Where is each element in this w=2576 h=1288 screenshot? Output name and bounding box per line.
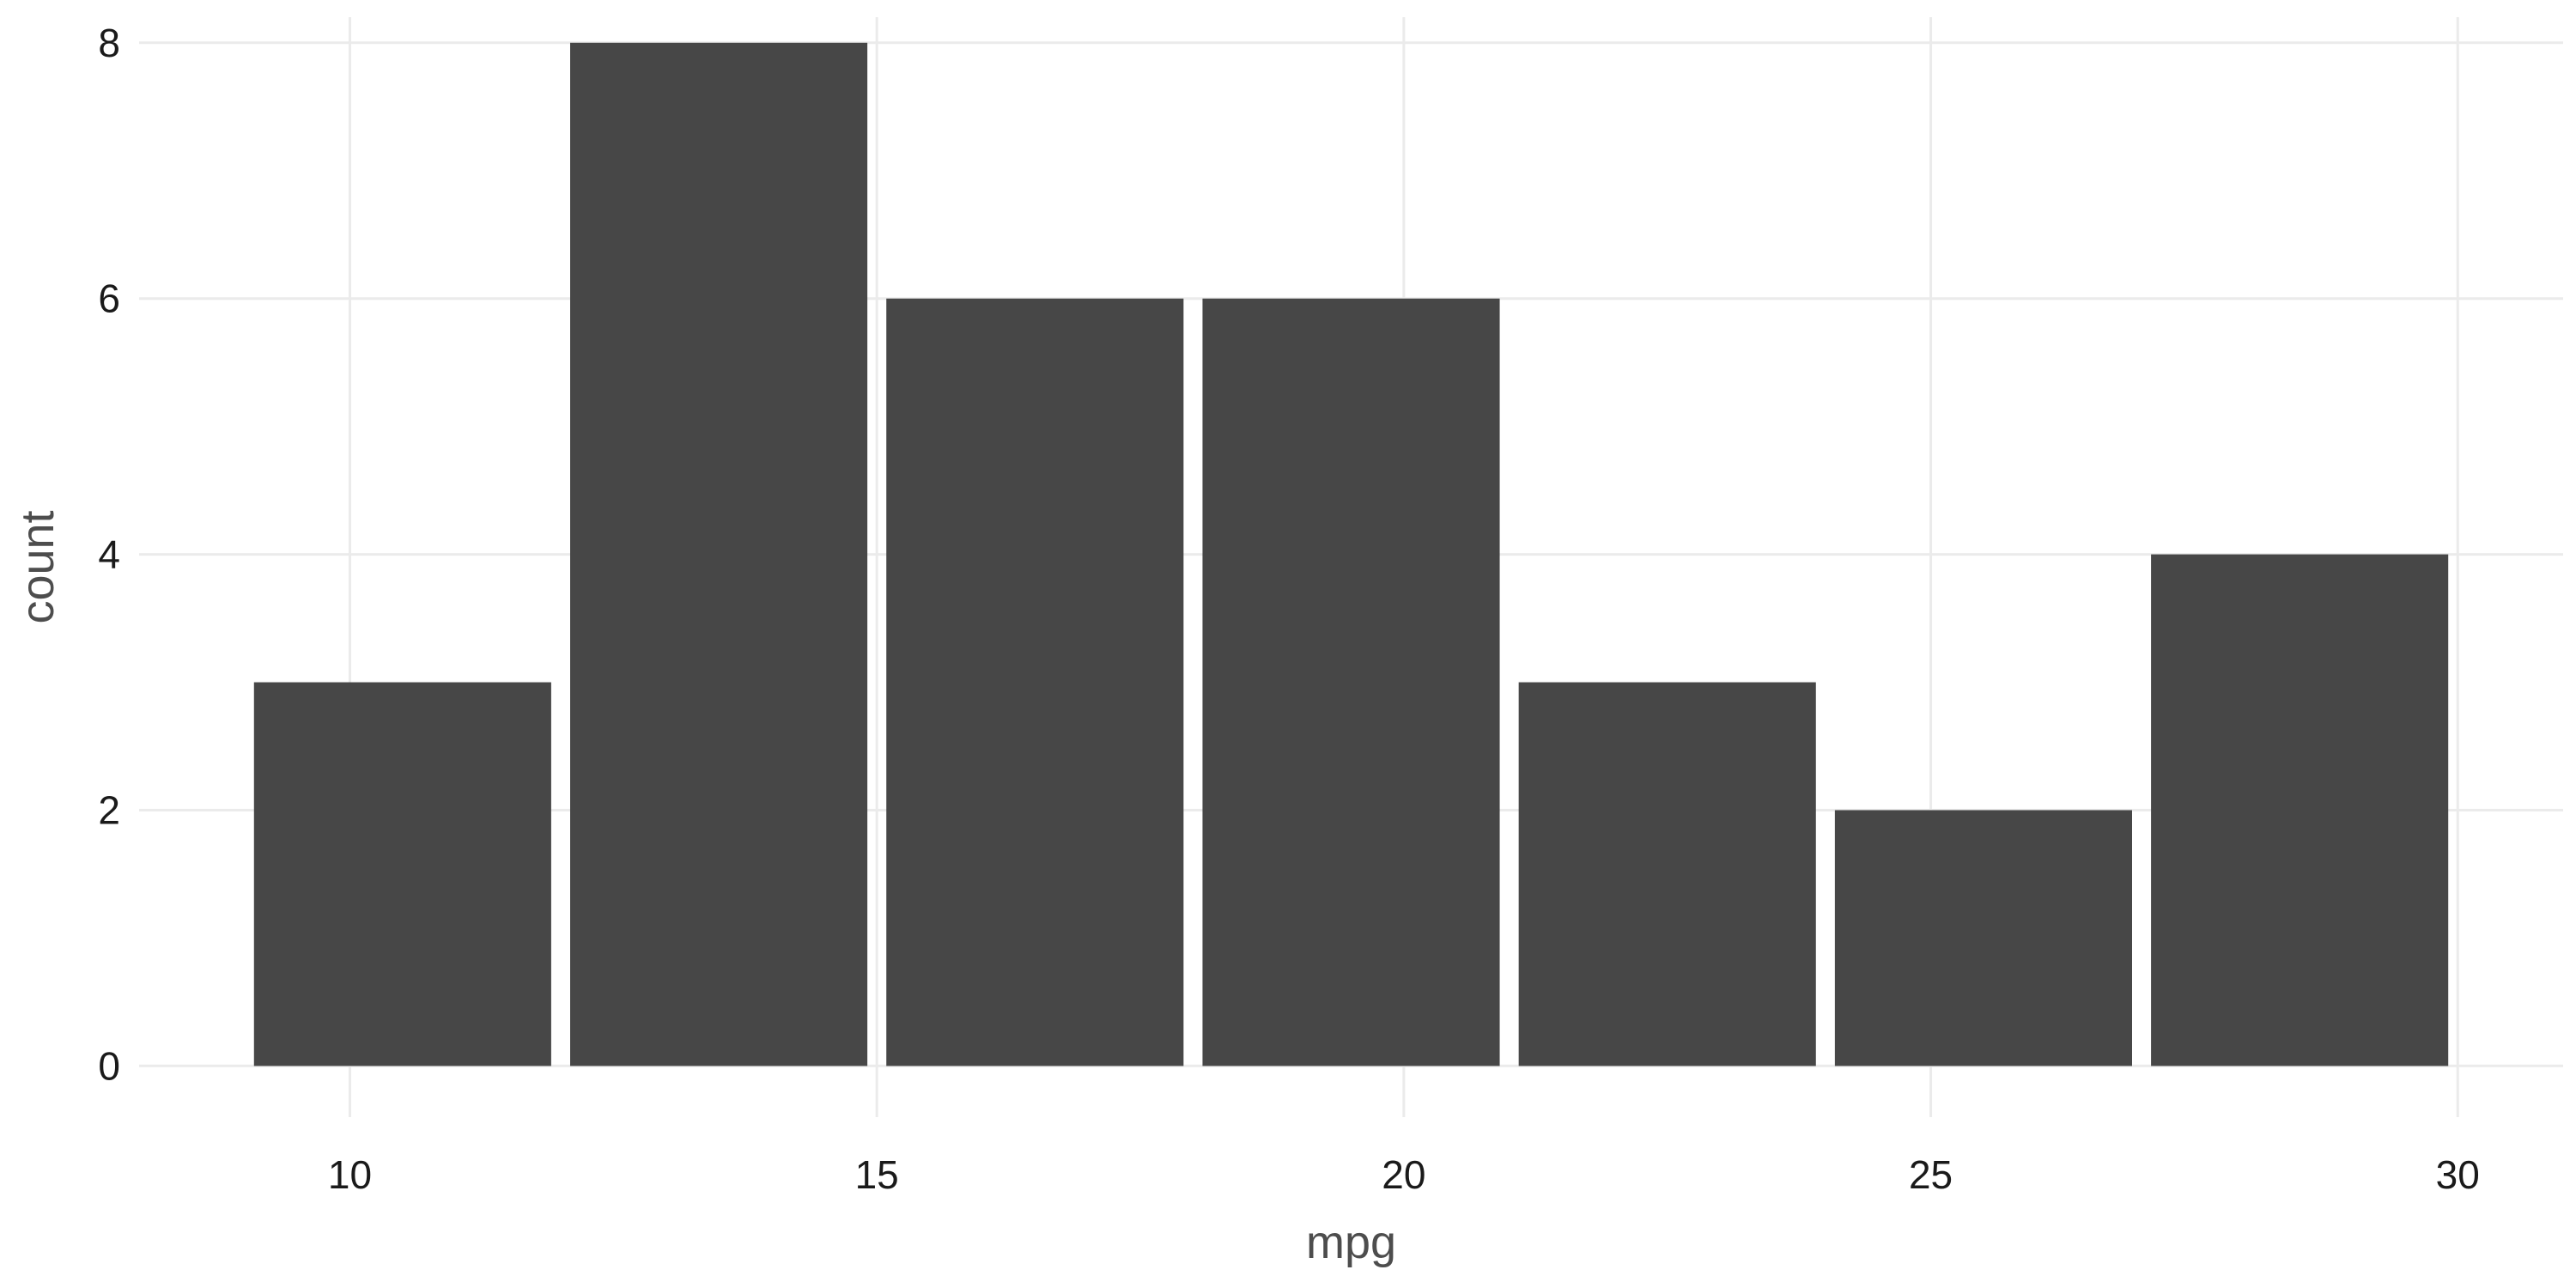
y-tick-label: 4	[98, 532, 120, 577]
x-tick-label: 20	[1382, 1152, 1425, 1197]
x-tick-label: 15	[855, 1152, 899, 1197]
y-tick-label: 0	[98, 1043, 120, 1088]
histogram-bar	[2151, 554, 2449, 1066]
x-axis-tick-labels: 10 15 20 25 30	[328, 1152, 2480, 1197]
bars	[253, 42, 2449, 1066]
y-axis-title: count	[12, 510, 64, 623]
histogram-bar	[253, 682, 551, 1066]
x-tick-label: 10	[328, 1152, 372, 1197]
y-tick-label: 2	[98, 788, 120, 833]
histogram-bar	[886, 298, 1184, 1066]
x-axis-title: mpg	[1306, 1217, 1396, 1268]
x-tick-label: 25	[1909, 1152, 1953, 1197]
histogram-bar	[570, 42, 868, 1066]
y-tick-label: 8	[98, 21, 120, 65]
histogram-bar	[1834, 810, 2132, 1066]
histogram-bar	[1202, 298, 1500, 1066]
x-tick-label: 30	[2436, 1152, 2480, 1197]
y-axis-tick-labels: 0 2 4 6 8	[98, 21, 120, 1089]
y-tick-label: 6	[98, 276, 120, 321]
histogram-bar	[1518, 682, 1816, 1066]
